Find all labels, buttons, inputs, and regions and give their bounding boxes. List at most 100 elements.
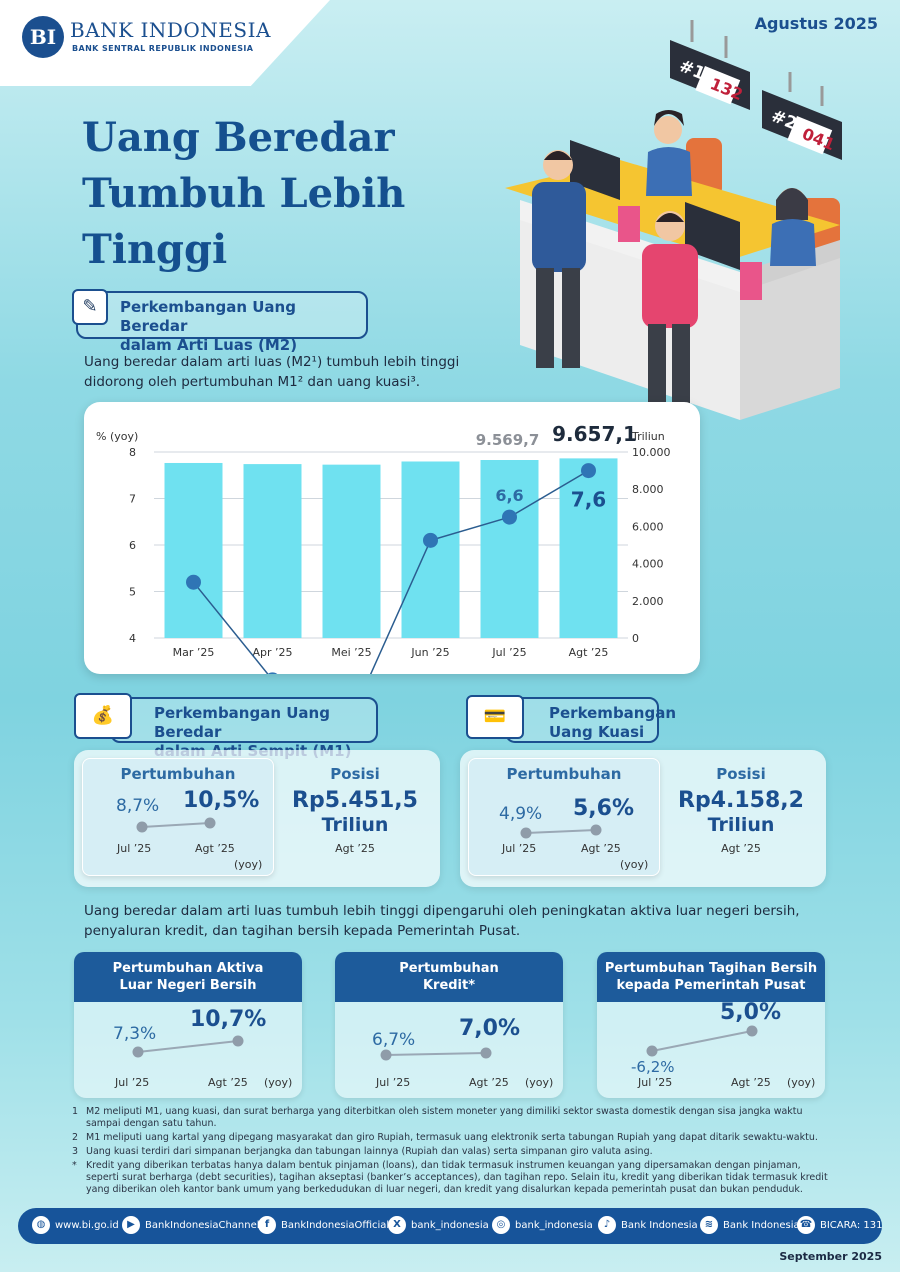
kuasi-position-month: Agt ’25 xyxy=(721,842,761,855)
footnotes: 1 M2 meliputi M1, uang kuasi, dan surat b… xyxy=(72,1106,832,1196)
footer-youtube-link[interactable]: ▶ BankIndonesiaChannel xyxy=(122,1216,260,1236)
factor-nfa-curr: 10,7% xyxy=(190,1007,267,1032)
factor-credit-trend xyxy=(380,1047,492,1061)
factor-nfa-yoy: (yoy) xyxy=(264,1076,293,1089)
bar-label-agt: 9.657,1 xyxy=(552,422,637,446)
kuasi-curr-value: 5,6% xyxy=(573,796,635,821)
y-left-axis-label: % (yoy) xyxy=(96,430,138,443)
factor-credit-prev-month: Jul ’25 xyxy=(376,1076,411,1089)
growth-point xyxy=(423,532,438,548)
m2-desc-line-1: Uang beredar dalam arti luas (M2¹) tumbu… xyxy=(84,354,460,370)
bicara-icon: ☎ xyxy=(797,1216,815,1234)
growth-point xyxy=(267,672,278,674)
growth-line xyxy=(192,469,589,674)
kuasi-heading-line-1: Perkembangan xyxy=(549,704,677,722)
factor-gov-curr: 5,0% xyxy=(720,1000,782,1025)
footer-website-link[interactable]: ◍ www.bi.go.id xyxy=(32,1216,119,1236)
footer-bicara-text: BICARA: 131 xyxy=(820,1220,883,1231)
chart-bar xyxy=(401,461,460,638)
title-line-2: Tumbuh Lebih Tinggi xyxy=(82,170,406,273)
footnote-4-mark: * xyxy=(72,1160,77,1171)
footer-spotify-link[interactable]: ≋ Bank Indonesia xyxy=(700,1216,800,1236)
factor-nfa-title-line-2: Luar Negeri Bersih xyxy=(119,978,257,993)
money-jar-icon: 💰 xyxy=(74,693,132,739)
footnote-3-mark: 3 xyxy=(72,1146,79,1157)
factor-gov-prev-month: Jul ’25 xyxy=(638,1076,673,1089)
footer-facebook-link[interactable]: f BankIndonesiaOfficial xyxy=(258,1216,389,1236)
chart-bar xyxy=(559,458,618,638)
factor-gov-title-line-2: kepada Pemerintah Pusat xyxy=(616,978,806,993)
cards-icon: 💳 xyxy=(466,695,524,739)
y-right-tick-label: 10.000 xyxy=(632,446,671,459)
footer-social-bar xyxy=(18,1208,882,1244)
factor-credit-prev: 6,7% xyxy=(372,1030,416,1050)
factor-nfa-title-line-1: Pertumbuhan Aktiva xyxy=(112,961,264,976)
kuasi-yoy-label: (yoy) xyxy=(620,858,649,871)
y-right-tick-label: 8.000 xyxy=(632,483,664,496)
footer-instagram-link[interactable]: ◎ bank_indonesia xyxy=(492,1216,593,1236)
m1-heading-line-1: Perkembangan Uang Beredar xyxy=(154,704,330,741)
factor-nfa-prev: 7,3% xyxy=(113,1024,157,1044)
instagram-icon: ◎ xyxy=(492,1216,510,1234)
factor-nfa-curr-month: Agt ’25 xyxy=(208,1076,248,1089)
bar-label-jul: 9.569,7 xyxy=(476,431,540,449)
factor-card-nfa: Pertumbuhan Aktiva Luar Negeri Bersih xyxy=(74,952,302,1098)
y-right-tick-label: 6.000 xyxy=(632,520,664,533)
kuasi-position-label: Posisi xyxy=(716,765,766,783)
factor-nfa-trend xyxy=(132,1035,244,1058)
x-tick-label: Mei ’25 xyxy=(331,646,371,659)
page-title: Uang Beredar Tumbuh Lebih Tinggi xyxy=(82,110,522,278)
m1-curr-value: 10,5% xyxy=(183,788,260,813)
factor-nfa-prev-month: Jul ’25 xyxy=(115,1076,150,1089)
chart-bar xyxy=(243,464,302,638)
kuasi-position-unit: Triliun xyxy=(707,814,775,836)
bi-logo-icon: BI xyxy=(22,16,64,58)
y-right-axis-label: Triliun xyxy=(631,430,665,443)
factor-credit-title-line-1: Pertumbuhan xyxy=(399,961,499,976)
footnote-4: * Kredit yang diberikan terbatas hanya da… xyxy=(72,1160,832,1196)
footer-youtube-text: BankIndonesiaChannel xyxy=(145,1220,260,1231)
factor-card-government-title: Pertumbuhan Tagihan Bersih kepada Pemerin… xyxy=(597,952,825,1002)
title-line-1: Uang Beredar xyxy=(82,114,395,161)
footer-tiktok-link[interactable]: ♪ Bank Indonesia xyxy=(598,1216,698,1236)
release-date: September 2025 xyxy=(779,1250,882,1263)
footnote-3-text: Uang kuasi terdiri dari simpanan berjang… xyxy=(86,1146,653,1157)
y-right-tick-label: 0 xyxy=(632,632,639,645)
x-tick-label: Mar ’25 xyxy=(173,646,215,659)
factor-card-government: Pertumbuhan Tagihan Bersih kepada Pemerin… xyxy=(597,952,825,1098)
footer-bicara-link[interactable]: ☎ BICARA: 131 xyxy=(797,1216,882,1236)
y-right-tick-label: 2.000 xyxy=(632,595,664,608)
y-left-tick-label: 7 xyxy=(129,493,136,506)
factor-gov-curr-month: Agt ’25 xyxy=(731,1076,771,1089)
document-quill-icon: ✎ xyxy=(72,289,108,325)
footer-tiktok-text: Bank Indonesia xyxy=(621,1220,698,1231)
x-tick-label: Jul ’25 xyxy=(491,646,526,659)
m2-heading-line-1: Perkembangan Uang Beredar xyxy=(120,298,296,335)
factor-gov-prev: -6,2% xyxy=(631,1058,675,1076)
logo-text: BANK INDONESIA xyxy=(70,18,271,42)
factors-desc-line-2: penyaluran kredit, dan tagihan bersih ke… xyxy=(84,923,521,939)
kuasi-prev-month: Jul ’25 xyxy=(502,842,537,855)
x-tick-label: Jun ’25 xyxy=(410,646,449,659)
m2-description: Uang beredar dalam arti luas (M2¹) tumbu… xyxy=(84,352,584,392)
m1-prev-month: Jul ’25 xyxy=(117,842,152,855)
footer-facebook-text: BankIndonesiaOfficial xyxy=(281,1220,390,1231)
m1-position-value: Rp5.451,5 xyxy=(292,788,418,813)
m2-section-heading: Perkembangan Uang Beredar dalam Arti Lua… xyxy=(76,291,368,354)
m1-growth-label: Pertumbuhan xyxy=(120,765,236,783)
footnote-3: 3 Uang kuasi terdiri dari simpanan berjan… xyxy=(72,1146,832,1158)
chart-bar xyxy=(322,464,381,638)
x-tick-label: Agt ’25 xyxy=(569,646,609,659)
kuasi-heading-line-2: Uang Kuasi xyxy=(549,723,645,741)
footer-x-text: bank_indonesia xyxy=(411,1220,489,1231)
bank-teller-illustration: #1 132 #2 041 xyxy=(505,20,842,420)
factor-credit-curr: 7,0% xyxy=(459,1016,521,1041)
footnote-1-mark: 1 xyxy=(72,1106,79,1117)
kuasi-prev-value: 4,9% xyxy=(499,804,543,824)
kuasi-growth-box xyxy=(468,758,660,876)
footnote-2: 2 M1 meliputi uang kartal yang dipegang m… xyxy=(72,1132,832,1144)
kuasi-section-heading: Perkembangan Uang Kuasi xyxy=(505,697,677,743)
factor-card-nfa-title: Pertumbuhan Aktiva Luar Negeri Bersih xyxy=(74,952,302,1002)
footer-website-text: www.bi.go.id xyxy=(55,1220,119,1231)
